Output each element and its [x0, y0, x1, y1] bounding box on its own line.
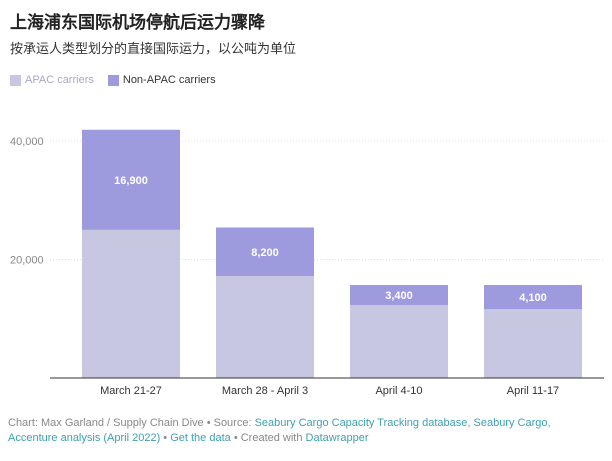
bar-apac-2	[350, 305, 448, 378]
legend-item-non-apac: Non-APAC carriers	[107, 74, 216, 86]
y-tick-label-40000: 40,000	[10, 136, 44, 148]
bar-apac-1	[216, 276, 314, 378]
y-tick-label-20000: 20,000	[10, 255, 44, 267]
data-label-non-apac-0: 16,900	[114, 175, 148, 187]
x-tick-label-0: March 21-27	[100, 385, 162, 397]
data-label-non-apac-2: 3,400	[385, 290, 413, 302]
footer-created-with: • Created with	[230, 432, 306, 444]
legend-label-apac: APAC carriers	[25, 74, 94, 86]
source-link-seabury[interactable]: Seabury Cargo,	[473, 417, 551, 429]
bar-apac-3	[484, 309, 582, 378]
bar-non-apac-0	[82, 129, 180, 230]
data-label-non-apac-1: 8,200	[251, 247, 279, 259]
datawrapper-link[interactable]: Datawrapper	[305, 432, 369, 444]
bar-apac-0	[82, 229, 180, 378]
legend: APAC carriers Non-APAC carriers	[10, 74, 230, 86]
chart-footer: Chart: Max Garland / Supply Chain Dive •…	[8, 416, 606, 446]
stacked-bar-chart: 20,000 40,000 16,900 March 21-27 8,200 March …	[10, 129, 604, 397]
x-tick-label-1: March 28 - April 3	[222, 385, 308, 397]
footer-separator: ,	[467, 417, 474, 429]
data-label-non-apac-3: 4,100	[519, 292, 547, 304]
chart-subtitle: 按承运人类型划分的直接国际运力，以公吨为单位	[10, 42, 297, 57]
chart-title: 上海浦东国际机场停航后运力骤降	[10, 13, 265, 33]
legend-label-non-apac: Non-APAC carriers	[122, 74, 216, 86]
bar-non-apac-1	[216, 227, 314, 277]
bar-non-apac-2	[350, 284, 448, 306]
footer-credit: Chart: Max Garland / Supply Chain Dive •…	[8, 417, 255, 429]
footer-separator: •	[160, 432, 171, 444]
x-tick-label-3: April 11-17	[507, 385, 559, 397]
source-link-accenture[interactable]: Accenture analysis (April 2022)	[8, 432, 161, 444]
x-tick-label-2: April 4-10	[375, 385, 422, 397]
legend-swatch-non-apac	[107, 74, 119, 86]
legend-item-apac: APAC carriers	[10, 74, 94, 86]
get-the-data-link[interactable]: Get the data	[170, 432, 231, 444]
legend-swatch-apac	[10, 74, 21, 86]
source-link-capacity-database[interactable]: Seabury Cargo Capacity Tracking database	[254, 417, 468, 429]
bar-non-apac-3	[484, 284, 582, 310]
